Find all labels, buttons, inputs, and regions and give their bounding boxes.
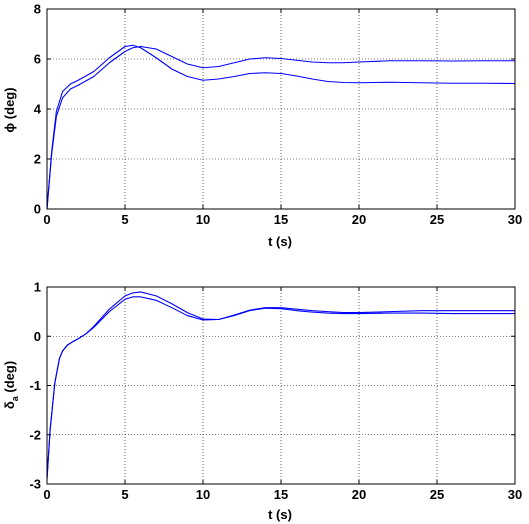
phi-chart-y-label: ϕ (deg) xyxy=(2,87,17,132)
aileron-chart-y-tick-label-4: 1 xyxy=(34,280,41,295)
aileron-chart: δa (deg) t (s) 0 5 10 15 20 25 30 -3 -2 -1 0 1 xyxy=(2,280,522,523)
phi-chart-series-line-2 xyxy=(46,45,515,210)
aileron-chart-x-label: t (s) xyxy=(268,507,292,522)
phi-chart-x-tick-label-5: 25 xyxy=(430,212,444,227)
phi-chart-y-tick-label-2: 4 xyxy=(34,102,42,117)
aileron-chart-y-tick-label-3: 0 xyxy=(34,329,41,344)
aileron-chart-y-label-symbol: δ xyxy=(2,401,17,409)
aileron-chart-x-tick-label-3: 15 xyxy=(274,487,288,502)
phi-chart-x-tick-label-2: 10 xyxy=(196,212,210,227)
phi-chart-y-tick-label-3: 6 xyxy=(34,52,41,67)
aileron-chart-x-tick-label-4: 20 xyxy=(352,487,366,502)
aileron-chart-y-tick-label-0: -3 xyxy=(29,477,41,492)
phi-chart-x-label: t (s) xyxy=(268,234,292,249)
phi-chart: ϕ (deg) t (s) 0 5 10 15 20 25 30 0 2 4 6 8 xyxy=(2,2,522,250)
aileron-chart-y-label-unit: (deg) xyxy=(2,361,17,396)
aileron-chart-y-tick-label-1: -2 xyxy=(29,427,41,442)
aileron-chart-y-label-subscript: a xyxy=(10,395,20,401)
aileron-chart-x-tick-label-6: 30 xyxy=(508,487,522,502)
phi-chart-x-tick-label-0: 0 xyxy=(43,212,50,227)
aileron-chart-series-line-2 xyxy=(46,296,515,480)
aileron-chart-y-tick-label-2: -1 xyxy=(29,378,41,393)
phi-chart-x-tick-label-4: 20 xyxy=(352,212,366,227)
aileron-chart-x-tick-label-1: 5 xyxy=(121,487,128,502)
phi-chart-y-tick-label-1: 2 xyxy=(34,152,41,167)
phi-chart-x-tick-label-6: 30 xyxy=(508,212,522,227)
phi-chart-x-tick-label-3: 15 xyxy=(274,212,288,227)
aileron-chart-x-tick-label-2: 10 xyxy=(196,487,210,502)
phi-chart-series-line-1 xyxy=(46,44,516,210)
aileron-chart-y-label: δa (deg) xyxy=(2,361,20,409)
aileron-chart-x-tick-label-0: 0 xyxy=(43,487,50,502)
phi-chart-x-tick-label-1: 5 xyxy=(121,212,128,227)
phi-chart-y-tick-label-4: 8 xyxy=(34,2,41,17)
phi-chart-y-tick-label-0: 0 xyxy=(34,202,41,217)
aileron-chart-x-tick-label-5: 25 xyxy=(430,487,444,502)
